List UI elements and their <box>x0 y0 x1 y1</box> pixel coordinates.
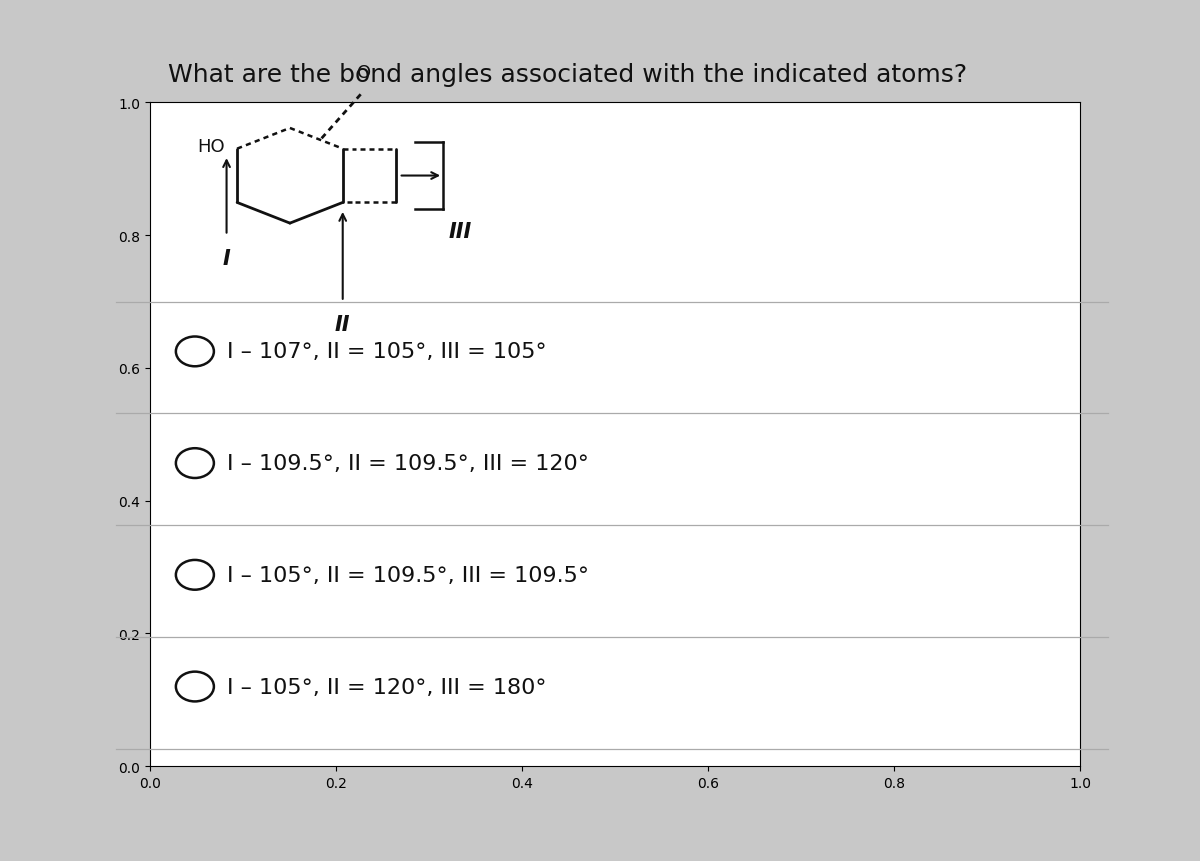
Text: I – 109.5°, II = 109.5°, III = 120°: I – 109.5°, II = 109.5°, III = 120° <box>227 454 588 474</box>
Text: I: I <box>223 249 230 269</box>
Text: I – 107°, II = 105°, III = 105°: I – 107°, II = 105°, III = 105° <box>227 342 546 362</box>
Text: III: III <box>449 222 472 242</box>
Text: I – 105°, II = 120°, III = 180°: I – 105°, II = 120°, III = 180° <box>227 677 546 697</box>
Text: What are the bond angles associated with the indicated atoms?: What are the bond angles associated with… <box>168 63 967 87</box>
Text: II: II <box>335 315 350 335</box>
Text: I – 105°, II = 109.5°, III = 109.5°: I – 105°, II = 109.5°, III = 109.5° <box>227 565 588 585</box>
Text: O: O <box>356 64 371 82</box>
Text: HO: HO <box>197 138 224 156</box>
